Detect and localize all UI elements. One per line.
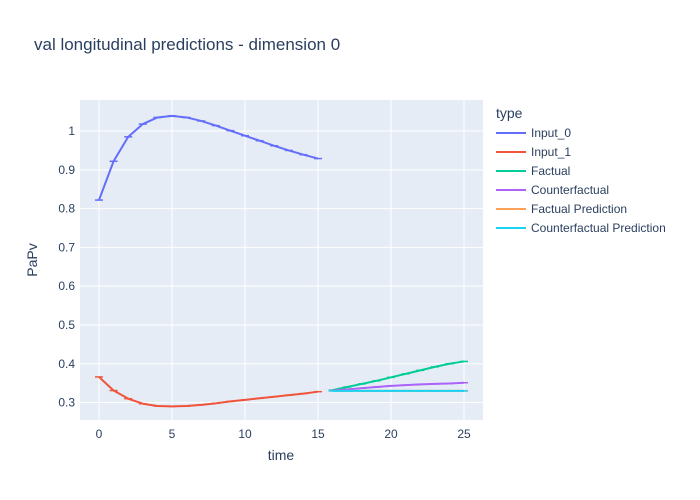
legend-item[interactable]: Counterfactual Prediction (496, 221, 666, 235)
x-tick-label: 25 (457, 427, 471, 441)
x-tick-label: 5 (169, 427, 176, 441)
y-tick-label: 0.9 (58, 163, 75, 177)
legend-title: type (496, 105, 523, 121)
x-tick-labels: 0 5 10 15 20 25 (96, 427, 471, 441)
series-layer (94, 114, 469, 408)
y-tick-labels: 0.3 0.4 0.5 0.6 0.7 0.8 0.9 1 (58, 124, 75, 410)
y-tick-label: 0.6 (58, 279, 75, 293)
y-tick-label: 0.5 (58, 318, 75, 332)
x-axis-title: time (268, 447, 295, 463)
plot-area (80, 100, 483, 420)
series-line (98, 376, 319, 408)
legend-label: Input_1 (531, 145, 571, 159)
series-input-1 (94, 376, 323, 408)
y-tick-label: 0.3 (58, 396, 75, 410)
x-tick-label: 0 (96, 427, 103, 441)
y-gridlines (80, 130, 483, 404)
x-tick-label: 20 (384, 427, 398, 441)
series-line (98, 114, 319, 201)
legend-item[interactable]: Counterfactual (496, 183, 609, 197)
series-factual (328, 360, 469, 392)
x-gridlines (98, 100, 465, 420)
legend-item[interactable]: Input_0 (496, 126, 571, 140)
legend-label: Input_0 (531, 126, 571, 140)
legend-item[interactable]: Factual (496, 164, 570, 178)
legend-label: Factual (531, 164, 570, 178)
series-line (332, 381, 465, 392)
series-line (332, 360, 465, 392)
chart-title: val longitudinal predictions - dimension… (34, 35, 340, 54)
y-tick-label: 0.7 (58, 240, 75, 254)
legend-items[interactable]: Input_0 Input_1 Factual Counterfactual Factu… (496, 126, 666, 235)
y-tick-label: 1 (68, 124, 75, 138)
series-input-0 (94, 114, 323, 201)
y-tick-label: 0.4 (58, 357, 75, 371)
legend[interactable]: type Input_0 Input_1 Factual Counterfactual… (496, 105, 666, 235)
legend-label: Factual Prediction (531, 202, 627, 216)
x-tick-label: 10 (238, 427, 252, 441)
y-axis-title: PaPv (24, 243, 40, 276)
series-counterfactual (328, 381, 469, 392)
legend-item[interactable]: Input_1 (496, 145, 571, 159)
legend-label: Counterfactual Prediction (531, 221, 666, 235)
legend-item[interactable]: Factual Prediction (496, 202, 627, 216)
y-tick-label: 0.8 (58, 202, 75, 216)
legend-label: Counterfactual (531, 183, 609, 197)
x-tick-label: 15 (311, 427, 325, 441)
